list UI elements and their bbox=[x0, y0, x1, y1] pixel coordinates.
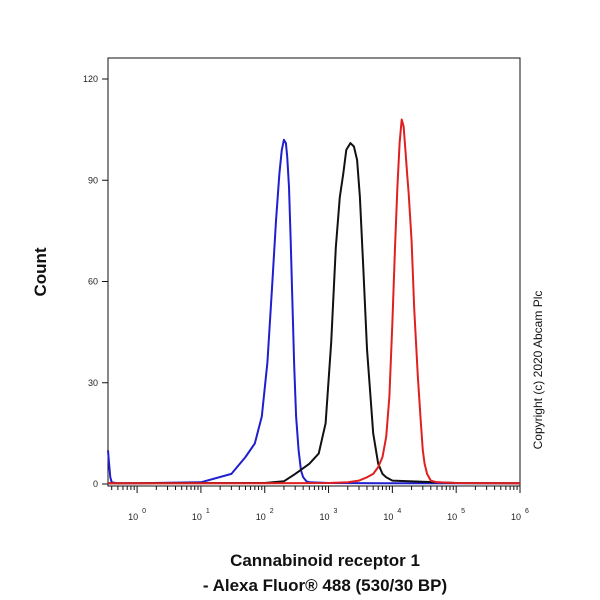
x-tick-exponent: 1 bbox=[206, 508, 210, 515]
copyright-text: Copyright (c) 2020 Abcam Plc bbox=[531, 291, 545, 450]
y-tick-label: 120 bbox=[83, 74, 98, 84]
series-line-1 bbox=[107, 138, 520, 485]
x-tick-exponent: 3 bbox=[334, 508, 338, 515]
y-tick-label: 30 bbox=[88, 378, 98, 388]
series-layer bbox=[107, 118, 521, 485]
x-tick-label: 10 bbox=[128, 512, 138, 522]
y-tick-label: 0 bbox=[93, 479, 98, 489]
x-tick-label: 10 bbox=[256, 512, 266, 522]
x-tick-label: 10 bbox=[447, 512, 457, 522]
plot-frame bbox=[107, 57, 521, 487]
x-tick-exponent: 4 bbox=[397, 508, 401, 515]
x-tick-label: 10 bbox=[192, 512, 202, 522]
x-tick-exponent: 6 bbox=[525, 508, 529, 515]
x-tick-label: 10 bbox=[320, 512, 330, 522]
y-tick-label: 90 bbox=[88, 175, 98, 185]
series-line-3 bbox=[108, 118, 521, 485]
x-tick-exponent: 0 bbox=[142, 508, 146, 515]
x-tick-exponent: 2 bbox=[270, 508, 274, 515]
x-axis-title-line1: Cannabinoid receptor 1 bbox=[230, 551, 420, 570]
x-tick-exponent: 5 bbox=[461, 508, 465, 515]
y-axis-title: Count bbox=[31, 247, 50, 296]
x-tick-label: 10 bbox=[383, 512, 393, 522]
y-axis-ticks: 0 30 60 90 120 bbox=[83, 74, 108, 489]
y-tick-label: 60 bbox=[88, 277, 98, 287]
x-axis-ticks: 10 0 10 1 10 2 10 3 10 4 10 5 10 6 bbox=[111, 486, 529, 522]
x-axis-title-line2: - Alexa Fluor® 488 (530/30 BP) bbox=[203, 576, 447, 595]
series-line-2 bbox=[107, 142, 521, 485]
x-tick-label: 10 bbox=[511, 512, 521, 522]
